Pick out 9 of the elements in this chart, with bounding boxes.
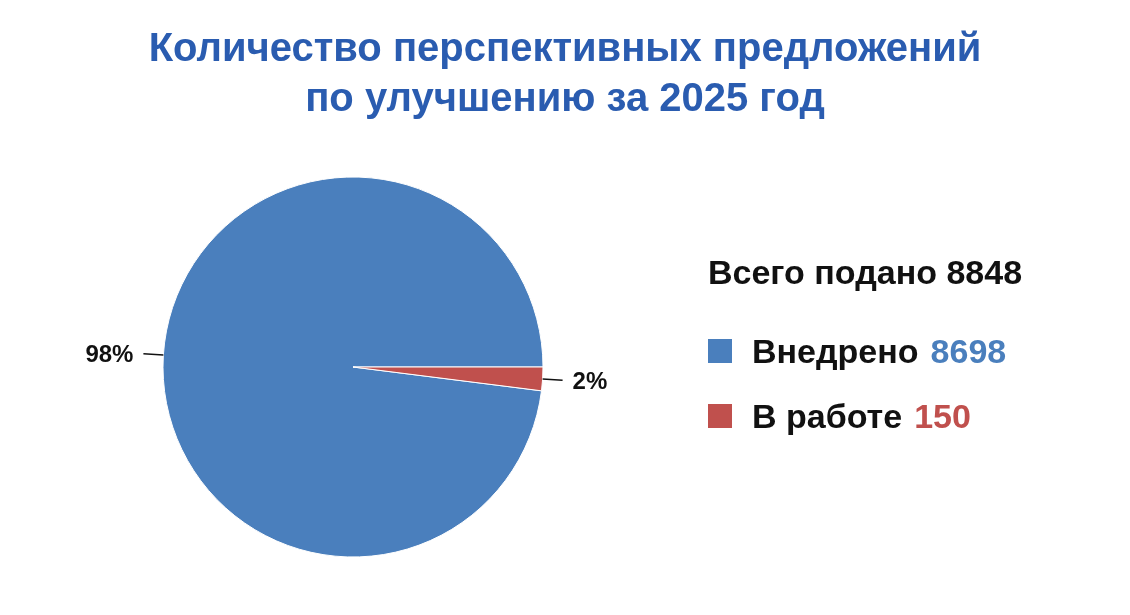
chart-title: Количество перспективных предложений по улучшению за 2025 год [147, 24, 983, 121]
text: 150 [914, 396, 971, 436]
pie-slice [162, 176, 544, 558]
legend-label: В работе [752, 396, 903, 436]
data-label: 98% [85, 339, 134, 367]
text: 8698 [930, 331, 1007, 371]
data-label: 2% [572, 367, 608, 395]
legend-label: Внедрено [752, 331, 919, 371]
text: Всего подано 8848 [708, 252, 1023, 292]
